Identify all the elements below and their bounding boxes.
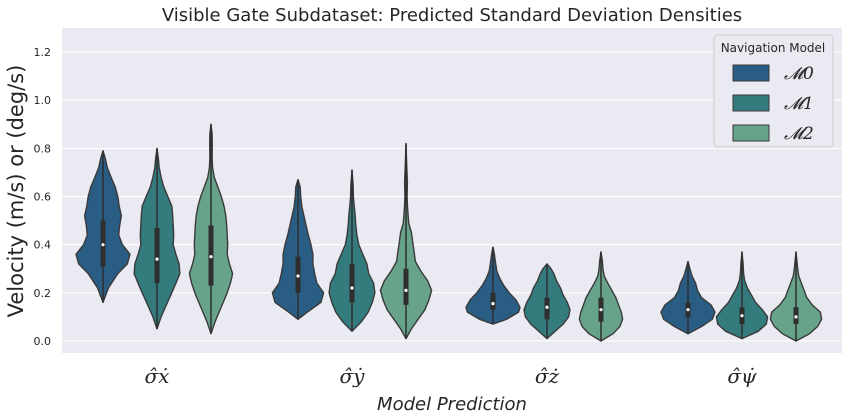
violin-median [350, 286, 354, 290]
y-tick-3: 0.6 [34, 191, 52, 204]
violin-median [155, 257, 159, 261]
violin-0-0 [75, 150, 131, 304]
violin-median [740, 314, 744, 318]
violin-1-1 [328, 169, 376, 332]
violin-1-0 [133, 147, 181, 330]
violin-median [545, 305, 549, 309]
y-axis-label: Velocity (m/s) or (deg/s) [4, 65, 28, 318]
violin-median [794, 315, 798, 319]
violin-median [599, 308, 603, 312]
y-tick-5: 1.0 [34, 94, 52, 107]
plot-area [62, 28, 842, 353]
x-tick-labels: σ̂ẋ σ̂ẏ σ̂ż σ̂ψ̇ [145, 364, 757, 388]
x-axis-label: Model Prediction [377, 394, 527, 415]
violin-1-3 [715, 251, 769, 340]
legend-label-0: 𝓜0 [784, 64, 814, 84]
legend-label-2: 𝓜2 [784, 124, 814, 144]
violin-1-2 [523, 263, 571, 340]
y-tick-4: 0.8 [34, 142, 52, 155]
violin-0-2 [465, 246, 521, 325]
legend-box [713, 34, 834, 148]
y-tick-0: 0.0 [34, 335, 52, 348]
x-tick-2: σ̂ż [535, 364, 560, 388]
violin-2-0 [188, 123, 234, 335]
violin-2-1 [379, 142, 433, 340]
violin-median [491, 302, 495, 306]
violins [75, 123, 823, 342]
x-tick-1: σ̂ẏ [340, 364, 366, 388]
violin-0-3 [660, 260, 716, 335]
legend-swatch-2 [732, 124, 770, 142]
violin-2-3 [769, 251, 823, 342]
legend: Navigation Model 𝓜0 𝓜1 𝓜2 [713, 34, 834, 148]
x-tick-3: σ̂ψ̇ [727, 364, 757, 388]
violin-median [209, 255, 213, 259]
x-tick-0: σ̂ẋ [145, 364, 170, 388]
legend-swatch-0 [732, 64, 770, 82]
violin-median [101, 243, 105, 247]
violin-2-2 [578, 251, 624, 342]
gridlines [62, 51, 842, 342]
y-tick-6: 1.2 [34, 46, 52, 59]
y-tick-2: 0.4 [34, 239, 52, 252]
legend-label-1: 𝓜1 [784, 94, 814, 114]
violin-median [686, 308, 690, 312]
y-tick-labels: 0.0 0.2 0.4 0.6 0.8 1.0 1.2 [34, 46, 52, 348]
violin-median [404, 288, 408, 293]
legend-swatch-1 [732, 94, 770, 112]
legend-title: Navigation Model [721, 41, 826, 55]
chart-title: Visible Gate Subdataset: Predicted Stand… [162, 5, 742, 26]
y-tick-1: 0.2 [34, 287, 52, 300]
violin-0-1 [271, 178, 325, 320]
violin-median [296, 274, 300, 278]
